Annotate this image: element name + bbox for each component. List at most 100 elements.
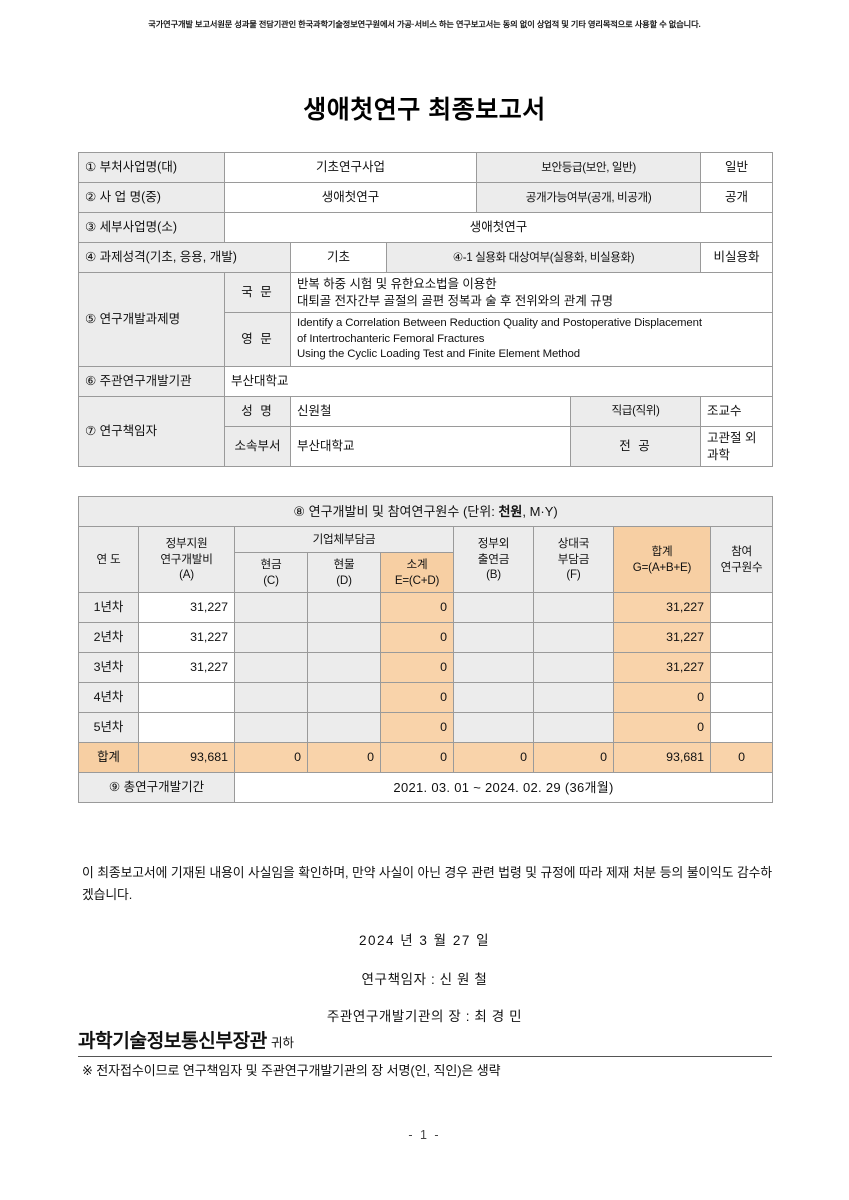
cell-staff [709,682,774,713]
cell-subtotal: 0 [380,652,454,683]
cell-sum-partner: 0 [533,742,614,773]
cell-year: 3년차 [78,652,139,683]
header-cash: 현금 (C) [234,552,308,593]
cell-inkind [307,682,381,713]
value-subprogram: 생애첫연구 [223,212,774,243]
label-security-grade: 보안등급(보안, 일반) [476,152,702,183]
cell-gov-funding: 31,227 [138,592,235,623]
table-row-title-english: 영 문 Identify a Correlation Between Reduc… [79,312,774,367]
cell-staff [709,652,774,683]
label-project-title: ⑤ 연구개발과제명 [78,272,225,367]
signature-date: 2024 년 3 월 27 일 [358,933,491,948]
label-english-title: 영 문 [224,312,291,367]
page-title: 생애첫연구 최종보고서 [303,96,546,124]
label-total-period: ⑨ 총연구개발기간 [78,772,235,803]
value-english-title: Identify a Correlation Between Reduction… [289,312,774,367]
header-inkind-l2: (D) [336,573,352,587]
table-row: 1년차 31,227 0 31,227 [78,592,774,623]
table-row-pi-name: ⑦ 연구책임자 성 명 신원철 직급(직위) 조교수 [78,395,774,468]
label-korean-title: 국 문 [224,271,291,314]
cell-gov-funding [138,712,235,743]
budget-header-row-1: 연 도 정부지원 연구개발비 (A) 기업체부담금 정부외 출연금 (B) 상대… [78,526,774,593]
cell-partner [533,712,614,743]
value-lead-institution: 부산대학교 [223,365,774,397]
table-row: 3년차 31,227 0 31,227 [78,652,774,683]
value-program-name: 생애첫연구 [223,182,478,213]
signature-principal-investigator: 연구책임자 : 신 원 철 [361,972,488,987]
label-principal-investigator: ⑦ 연구책임자 [78,395,225,468]
table-row-period: ⑨ 총연구개발기간 2021. 03. 01 ~ 2024. 02. 29 (3… [78,772,774,803]
header-inkind: 현물 (D) [307,552,381,593]
cell-staff [709,622,774,653]
header-gov-funding-l2: 연구개발비 [160,552,213,566]
budget-caption-pre: ⑧ 연구개발비 및 참여연구원수 (단위: [293,503,499,519]
value-security-grade: 일반 [700,152,774,183]
value-disclosure: 공개 [700,182,774,213]
report-summary-table: ① 부처사업명(대) 기초연구사업 보안등급(보안, 일반) 일반 ② 사 업 … [78,152,774,468]
budget-header-row-2: 현금 (C) 현물 (D) 소계 E=(C+D) [79,552,773,593]
cell-cash [234,682,308,713]
cell-gov-funding [138,682,235,713]
header-subtotal: 소계 E=(C+D) [380,552,454,593]
header-partner-l2: 부담금 [557,552,590,566]
label-pi-major: 전 공 [570,425,702,468]
cell-subtotal: 0 [380,622,454,653]
cell-sum-label: 합계 [78,742,139,773]
cell-inkind [307,622,381,653]
cell-nongov [453,622,534,653]
table-row: 4년차 0 0 [78,682,774,713]
value-commercialization: 비실용화 [700,242,774,273]
cell-nongov [453,652,534,683]
addressee-suffix: 귀하 [270,1036,294,1050]
cell-staff [709,592,774,623]
cell-sum-gov-funding: 93,681 [138,742,235,773]
table-row-program-name: ② 사 업 명(중) 생애첫연구 공개가능여부(공개, 비공개) 공개 [78,182,774,213]
page-number: - 1 - [408,1128,441,1142]
cell-staff [709,712,774,743]
cell-total: 31,227 [613,652,711,683]
table-row-subprogram: ③ 세부사업명(소) 생애첫연구 [78,212,774,243]
header-gov-funding: 정부지원 연구개발비 (A) [138,526,235,593]
cell-gov-funding: 31,227 [138,652,235,683]
budget-caption: ⑧ 연구개발비 및 참여연구원수 (단위: 천원, M·Y) [77,496,774,527]
cell-nongov [453,592,534,623]
cell-cash [234,652,308,683]
value-pi-major: 고관절 외과학 [700,425,774,468]
cell-partner [533,622,614,653]
value-ministry-program: 기초연구사업 [223,152,478,183]
korean-title-line-2: 대퇴골 전자간부 골절의 골편 정복과 술 후 전위와의 관계 규명 [297,293,613,308]
table-row: 5년차 0 0 [78,712,774,743]
header-nongov-l1: 정부외 [477,537,510,551]
header-cash-l1: 현금 [260,557,282,571]
cell-partner [533,652,614,683]
cell-cash [234,622,308,653]
header-partner-l3: (F) [566,568,581,582]
value-pi-name: 신원철 [289,395,572,427]
cell-year: 4년차 [78,682,139,713]
cell-cash [234,592,308,623]
header-cash-l2: (C) [263,573,279,587]
footnote-electronic-submission: ※ 전자접수이므로 연구책임자 및 주관연구개발기관의 장 서명(인, 직인)은… [82,1063,501,1078]
cell-gov-funding: 31,227 [138,622,235,653]
cell-total: 31,227 [613,622,711,653]
value-pi-rank: 조교수 [700,395,774,427]
header-staff-l2: 연구원수 [720,560,763,574]
table-row-pi-dept: 소속부서 부산대학교 전 공 고관절 외과학 [79,425,774,468]
cell-total: 0 [613,712,711,743]
label-pi-name: 성 명 [224,395,291,427]
label-pi-rank: 직급(직위) [570,395,702,427]
header-staff-l1: 참여 [731,544,753,558]
label-project-type: ④ 과제성격(기초, 응용, 개발) [78,242,291,273]
header-partner-l1: 상대국 [557,537,590,551]
header-nongov-l2: 출연금 [477,552,510,566]
cell-year: 5년차 [78,712,139,743]
cell-partner [533,592,614,623]
value-project-type: 기초 [290,242,387,273]
header-inkind-l1: 현물 [333,557,355,571]
label-pi-department: 소속부서 [224,425,291,468]
header-year: 연 도 [78,526,139,593]
declaration-statement: 이 최종보고서에 기재된 내용이 사실임을 확인하며, 만약 사실이 아닌 경우… [82,865,772,903]
english-title-line-1: Identify a Correlation Between Reduction… [297,317,702,330]
cell-sum-inkind: 0 [307,742,381,773]
table-row-project-type: ④ 과제성격(기초, 응용, 개발) 기초 ④-1 실용화 대상여부(실용화, … [78,242,774,273]
